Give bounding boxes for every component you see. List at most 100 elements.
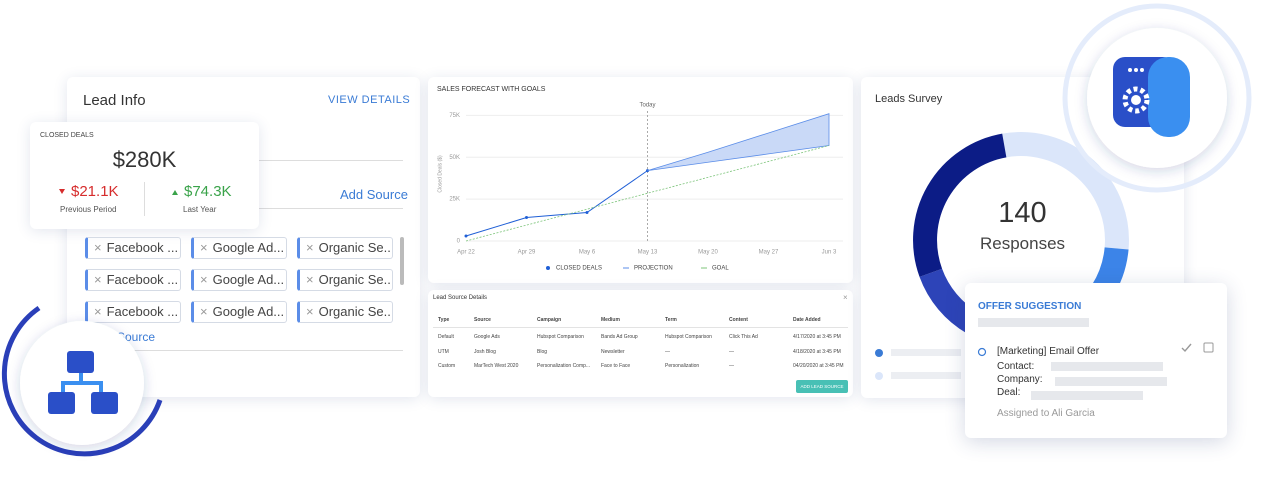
close-button[interactable]: × <box>843 293 848 302</box>
source-tag[interactable]: × Google Ad... <box>191 301 287 323</box>
legend-label: CLOSED DEALS <box>556 266 602 272</box>
table-cell: Josh Blog <box>474 348 496 355</box>
previous-label: Previous Period <box>60 205 117 214</box>
column-header: Content <box>729 317 748 323</box>
chart-title: SALES FORECAST WITH GOALS <box>437 86 546 93</box>
radio[interactable] <box>977 347 987 357</box>
last-year-label: Last Year <box>183 205 217 214</box>
source-tag[interactable]: × Organic Se... <box>297 237 393 259</box>
placeholder <box>1031 391 1143 400</box>
table-card: Lead Source Details × ADD LEAD SOURCE Ty… <box>428 290 853 397</box>
table-cell: Custom <box>438 363 456 369</box>
tag-label: Organic Se... <box>318 240 393 255</box>
tag-label: Google Ad... <box>212 304 285 319</box>
tag-label: Facebook ... <box>106 272 179 287</box>
y-axis-label: Closed Deals ($) <box>437 155 443 193</box>
y-tick-label: 0 <box>457 239 461 245</box>
company-label: Company: <box>997 374 1043 385</box>
add-source[interactable]: Add Source <box>340 187 408 202</box>
add-lead-source-button[interactable]: ADD LEAD SOURCE <box>796 380 848 393</box>
legend-marker <box>546 266 550 270</box>
source-tag[interactable]: × Facebook ... <box>85 237 181 259</box>
previous-value: $21.1K <box>71 183 119 200</box>
placeholder <box>978 318 1089 327</box>
scrollbar <box>400 237 404 285</box>
table-cell: Default <box>438 334 454 340</box>
y-tick-label: 25K <box>449 197 460 203</box>
legend-dot <box>875 349 883 357</box>
column-header: Type <box>438 317 450 323</box>
placeholder <box>1055 377 1167 386</box>
source-tag[interactable]: × Organic Se... <box>297 301 393 323</box>
column-header: Campaign <box>537 317 562 323</box>
table-cell: 4/18/2020 at 3:45 PM <box>793 348 841 355</box>
table-cell: Newsletter <box>601 348 625 355</box>
x-tick-label: Apr 29 <box>518 250 536 256</box>
divider <box>433 327 848 328</box>
table-cell: Personalization <box>665 363 700 369</box>
kpi-label: CLOSED DEALS <box>40 132 94 139</box>
table-cell: Blog <box>537 348 548 355</box>
tag-label: Google Ad... <box>212 240 285 255</box>
contact-label: Contact: <box>997 361 1035 372</box>
card-title: Lead Info <box>83 92 146 109</box>
tag-label: Facebook ... <box>106 304 179 319</box>
placeholder <box>891 372 961 379</box>
table-cell: — <box>729 348 734 355</box>
tag-label: Google Ad... <box>212 272 285 287</box>
source-tag[interactable]: × Google Ad... <box>191 237 287 259</box>
up-arrow <box>172 190 178 195</box>
source-tag[interactable]: × Google Ad... <box>191 269 287 291</box>
x-tick-label: Apr 22 <box>457 250 475 256</box>
x-tick-label: May 13 <box>638 250 658 256</box>
kpi-value: $280K <box>112 147 177 172</box>
y-tick-label: 50K <box>449 155 460 161</box>
table-cell: — <box>729 363 734 369</box>
divider <box>85 350 403 351</box>
chart-card: SALES FORECAST WITH GOALS Closed Deals (… <box>428 77 853 283</box>
source-tag[interactable]: × Facebook ... <box>85 269 181 291</box>
column-header: Medium <box>601 317 620 323</box>
offer-item: [Marketing] Email Offer <box>997 346 1100 357</box>
assigned: Assigned to Ali Garcia <box>997 408 1095 419</box>
placeholder <box>891 349 961 356</box>
line <box>465 170 648 237</box>
point <box>525 216 528 220</box>
tag-label: Facebook ... <box>106 240 179 255</box>
add-source-link[interactable]: Source <box>117 330 156 344</box>
table-cell: Hubspot Comparison <box>537 334 584 340</box>
deal-label: Deal: <box>997 387 1021 398</box>
point <box>464 234 468 238</box>
actions[interactable] <box>1181 342 1221 354</box>
tag-label: Organic Se... <box>318 304 393 319</box>
column-header: Source <box>474 317 491 323</box>
table-cell: Hubspot Comparison <box>665 334 712 340</box>
divider <box>144 182 145 216</box>
divider <box>257 160 403 161</box>
column-header: Date Added <box>793 317 821 323</box>
source-tag[interactable]: × Organic Se... <box>297 269 393 291</box>
survey-title: Leads Survey <box>875 93 943 105</box>
projection-area <box>647 113 830 172</box>
donut-segment <box>913 133 1007 277</box>
view-details[interactable]: VIEW DETAILS <box>328 94 411 106</box>
table-cell: UTM <box>438 348 449 355</box>
table-cell: Personalization Comp... <box>537 363 591 369</box>
x-tick-label: May 20 <box>698 250 718 256</box>
source-tag[interactable]: × Facebook ... <box>85 301 181 323</box>
placeholder <box>1051 362 1163 371</box>
table-cell: 4/17/2020 at 3:45 PM <box>793 334 841 340</box>
closed-deals-card: CLOSED DEALS $280K $21.1K Previous Perio… <box>30 122 259 229</box>
table-cell: — <box>665 348 670 355</box>
legend-dot <box>875 372 883 380</box>
tag-label: Organic Se... <box>318 272 393 287</box>
offer-card: OFFER SUGGESTION [Marketing] Email Offer… <box>965 283 1227 438</box>
table-cell: MarTech West 2020 <box>474 363 519 369</box>
y-tick-label: 75K <box>449 113 460 119</box>
chart: SALES FORECAST WITH GOALS Closed Deals (… <box>437 86 843 272</box>
table-cell: Face to Face <box>601 363 631 369</box>
last-year-value: $74.3K <box>184 183 232 200</box>
table-cell: Google Ads <box>474 334 500 340</box>
table-cell: Click This Ad <box>729 334 758 340</box>
